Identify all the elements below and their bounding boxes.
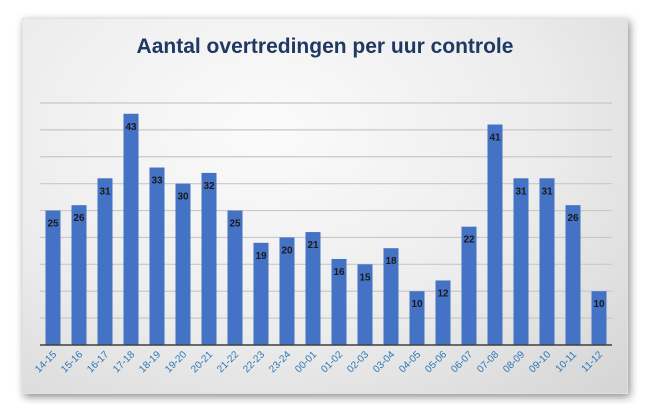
data-label: 18 (385, 256, 397, 267)
data-label: 33 (151, 176, 163, 187)
data-label: 41 (489, 133, 501, 144)
bar (539, 178, 555, 345)
data-label: 16 (333, 267, 345, 278)
bar (331, 258, 347, 345)
bar (461, 226, 477, 345)
bar (279, 237, 295, 345)
bar (227, 210, 243, 345)
x-tick-label: 21-22 (215, 349, 241, 375)
data-label: 15 (359, 272, 371, 283)
data-label: 25 (229, 219, 241, 230)
bar (123, 113, 139, 345)
data-label: 31 (99, 186, 111, 197)
data-label: 25 (47, 219, 59, 230)
data-label: 26 (73, 213, 85, 224)
bar (253, 242, 269, 345)
x-tick-label: 07-08 (475, 349, 501, 375)
x-tick-label: 18-19 (137, 349, 163, 375)
x-tick-label: 22-23 (241, 349, 267, 375)
bar (591, 291, 607, 345)
bar (201, 172, 217, 345)
bar (71, 205, 87, 345)
data-label: 12 (437, 288, 449, 299)
data-label: 30 (177, 192, 189, 203)
bar (45, 210, 61, 345)
data-label: 20 (281, 245, 293, 256)
data-label: 22 (463, 235, 475, 246)
x-tick-label: 01-02 (319, 349, 345, 375)
x-tick-label: 15-16 (59, 349, 85, 375)
x-tick-label: 23-24 (267, 349, 293, 375)
data-label: 21 (307, 240, 319, 251)
x-tick-label: 17-18 (111, 349, 137, 375)
x-tick-label: 16-17 (85, 349, 111, 375)
bar (357, 264, 373, 345)
x-tick-label: 11-12 (580, 349, 606, 375)
x-tick-label: 02-03 (345, 349, 371, 375)
chart-title: Aantal overtredingen per uur controle (136, 35, 514, 58)
bar (175, 183, 191, 345)
x-tick-label: 00-01 (293, 349, 319, 375)
bar (513, 178, 529, 345)
x-tick-label: 20-21 (189, 349, 215, 375)
data-label: 19 (255, 251, 267, 262)
data-label: 10 (411, 299, 423, 310)
bar (565, 205, 581, 345)
data-label: 43 (125, 122, 137, 133)
bar (435, 280, 451, 345)
data-label: 31 (541, 186, 553, 197)
x-tick-label: 04-05 (397, 349, 423, 375)
x-tick-label: 05-06 (423, 349, 449, 375)
x-tick-label: 10-11 (554, 349, 580, 375)
x-tick-label: 19-20 (163, 349, 189, 375)
data-label: 31 (515, 186, 527, 197)
bar (149, 167, 165, 345)
x-tick-label: 14-15 (33, 349, 59, 375)
x-tick-label: 03-04 (371, 349, 397, 375)
bar (383, 248, 399, 345)
bar (409, 291, 425, 345)
bar (305, 232, 321, 345)
data-label: 10 (593, 299, 605, 310)
x-tick-label: 06-07 (449, 349, 475, 375)
bar (487, 124, 503, 345)
data-label: 26 (567, 213, 579, 224)
bar (97, 178, 113, 345)
x-tick-label: 09-10 (527, 349, 553, 375)
data-label: 32 (203, 181, 215, 192)
x-tick-label: 08-09 (501, 349, 527, 375)
